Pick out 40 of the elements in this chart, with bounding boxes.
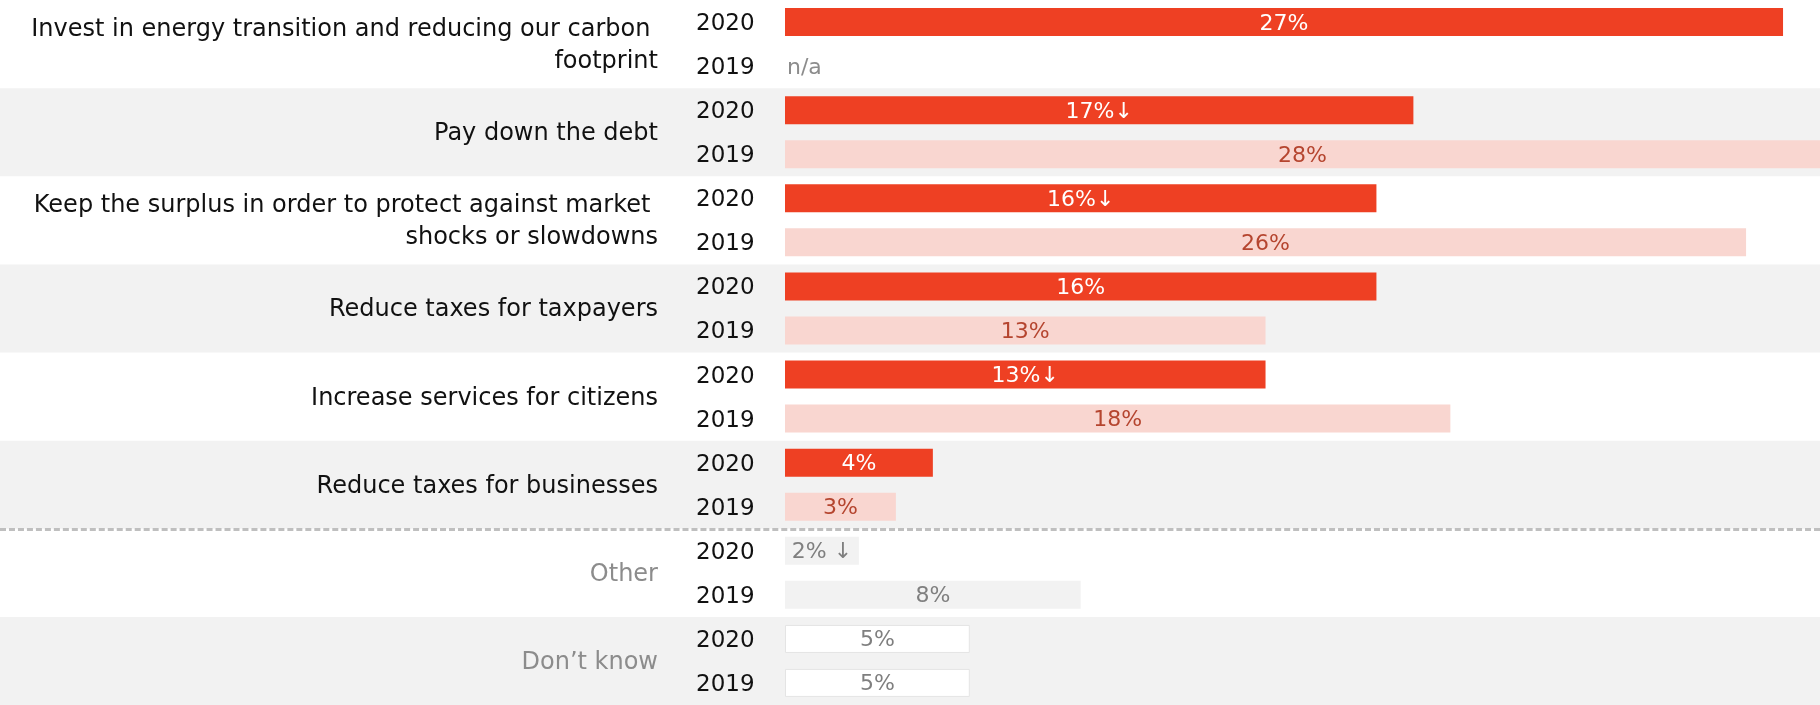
text: 2020 [696, 185, 755, 212]
data-label: 2% ↓ [791, 538, 853, 564]
text: n/a [787, 53, 822, 79]
data-label: 5% [859, 670, 895, 696]
text: 2020 [696, 449, 755, 476]
series-label: 2019 [696, 141, 755, 168]
series-label: 2020 [696, 9, 755, 36]
data-label: 3% [822, 494, 858, 520]
y-tick-label: Increase services for citizens [311, 382, 658, 411]
text: 2020 [696, 273, 755, 300]
y-tick-label: Pay down the debt [434, 118, 658, 147]
text: 2020 [696, 537, 755, 564]
data-label: 13%↓ [991, 362, 1059, 388]
data-label: 5% [859, 626, 895, 652]
y-tick-label: Other [589, 558, 659, 587]
data-label: 8% [915, 582, 951, 608]
text: 2019 [696, 229, 755, 256]
data-label: 13% [1000, 317, 1050, 343]
text: 2020 [696, 361, 755, 388]
data-label: 26% [1241, 229, 1290, 255]
data-label: 17%↓ [1065, 97, 1133, 123]
text: 2020 [696, 97, 755, 124]
data-label: 4% [841, 450, 877, 476]
y-tick-label: Reduce taxes for taxpayers [328, 294, 658, 323]
y-tick-label: Don’t know [521, 646, 658, 675]
y-tick-label: Keep the surplus in order to protect against market shocks or slowdowns [33, 190, 658, 251]
data-label: 16%↓ [1047, 185, 1115, 211]
data-label: 28% [1278, 141, 1327, 167]
text: 2019 [696, 669, 755, 696]
y-tick-label: Reduce taxes for businesses [316, 470, 658, 499]
text: 2019 [696, 317, 755, 344]
text: 2019 [696, 53, 755, 80]
text: 2019 [696, 493, 755, 520]
data-label: 18% [1093, 406, 1143, 432]
text: 2019 [696, 581, 755, 608]
data-label: 27% [1259, 9, 1309, 35]
data-label: 16% [1056, 273, 1106, 299]
text: 2019 [696, 405, 755, 432]
y-tick-label: Invest in energy transition and reducing our carbon footprint [31, 14, 658, 75]
text: 2020 [696, 625, 755, 652]
